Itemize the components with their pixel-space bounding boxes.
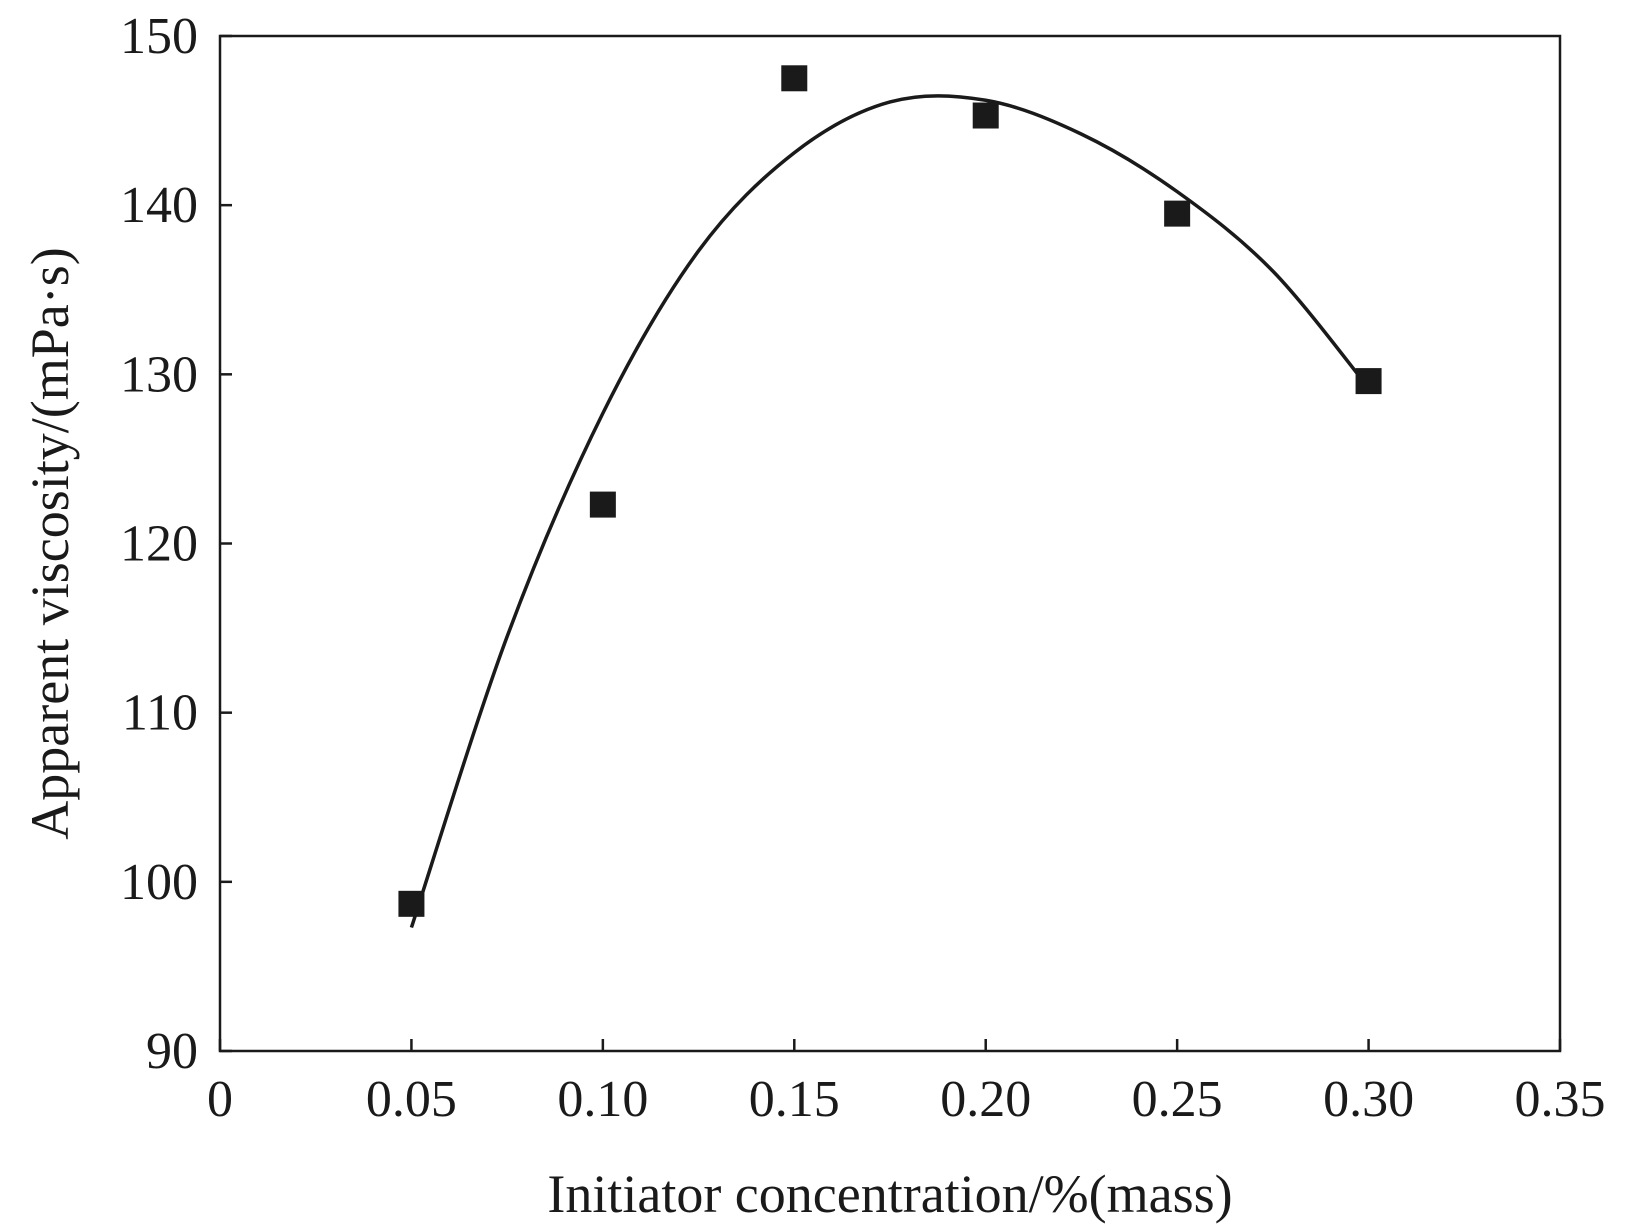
x-axis-title: Initiator concentration/%(mass) (547, 1164, 1232, 1224)
y-tick-label: 150 (120, 8, 198, 65)
data-point (1164, 200, 1191, 227)
data-point (1355, 368, 1382, 395)
x-tick-label: 0.20 (940, 1071, 1031, 1128)
fit-curve (409, 94, 1370, 929)
y-tick-label: 110 (122, 685, 198, 742)
data-point (589, 491, 616, 518)
x-tick-label: 0.30 (1323, 1071, 1414, 1128)
y-tick-label: 90 (146, 1023, 198, 1080)
x-tick-label: 0.25 (1132, 1071, 1223, 1128)
x-tick-label: 0.05 (366, 1071, 457, 1128)
x-tick-label: 0.35 (1515, 1071, 1606, 1128)
x-axis-ticks: 0 0.05 0.10 0.15 0.20 0.25 0.30 0.35 (207, 1039, 1606, 1128)
data-point (781, 65, 808, 92)
y-tick-label: 130 (120, 346, 198, 403)
y-tick-label: 120 (120, 516, 198, 573)
y-tick-label: 100 (120, 854, 198, 911)
data-point (972, 102, 999, 129)
x-tick-label: 0 (207, 1071, 233, 1128)
y-axis-title: Apparent viscosity/(mPa·s) (20, 247, 80, 839)
y-tick-label: 140 (120, 177, 198, 234)
x-tick-label: 0.15 (749, 1071, 840, 1128)
x-tick-label: 0.10 (557, 1071, 648, 1128)
data-point (398, 890, 425, 917)
y-axis-ticks: 90 100 110 120 130 140 150 (120, 8, 232, 1080)
data-points (398, 65, 1382, 917)
